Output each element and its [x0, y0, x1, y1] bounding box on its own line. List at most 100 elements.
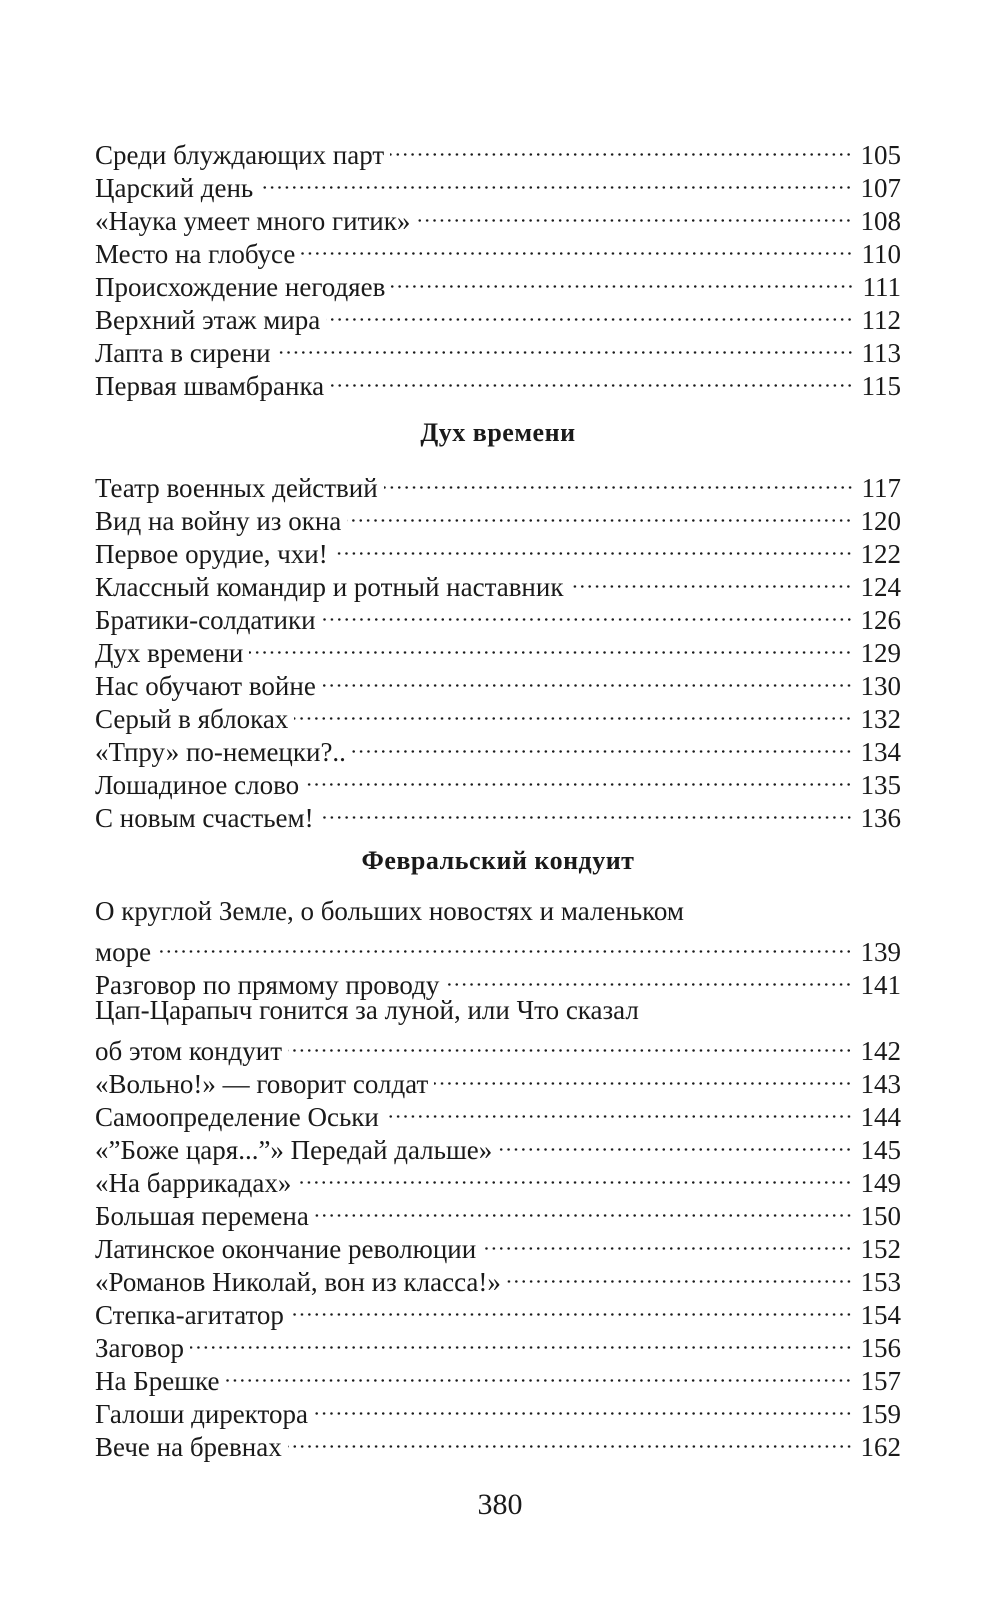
entry-title: Место на глобусе: [95, 239, 296, 269]
toc-entry[interactable]: О круглой Земле, о больших новостях и ма…: [95, 895, 901, 967]
entry-title: Лошадиное слово: [95, 770, 300, 800]
toc-entry[interactable]: Степка-агитатор 154: [95, 1291, 901, 1330]
dot-leader: [383, 464, 854, 497]
entry-page-number: 105: [860, 140, 902, 170]
entry-title: Первая швамбранка: [95, 371, 325, 401]
entry-page-number: 120: [860, 506, 902, 536]
dot-leader: [225, 1357, 853, 1390]
toc-entry[interactable]: Лошадиное слово 135: [95, 761, 901, 800]
entry-title: Серый в яблоках: [95, 704, 289, 734]
entry-page-number: 136: [860, 803, 902, 833]
dot-leader: [351, 728, 853, 761]
toc-entry[interactable]: Первое орудие, чхи! 122: [95, 530, 901, 569]
entry-title: Верхний этаж мира: [95, 305, 321, 335]
entry-title: Лапта в сирени: [95, 338, 271, 368]
entry-title: «Наука умеет много гитик»: [95, 206, 411, 236]
entry-page-number: 153: [860, 1267, 902, 1297]
toc-entry[interactable]: Латинское окончание революции 152: [95, 1225, 901, 1264]
toc-entry[interactable]: Заговор 156: [95, 1324, 901, 1363]
toc-entry[interactable]: Лапта в сирени 113: [95, 329, 901, 368]
dot-leader: [569, 563, 853, 596]
entry-page-number: 130: [860, 671, 902, 701]
entry-page-number: 143: [860, 1069, 902, 1099]
entry-page-number: 135: [860, 770, 902, 800]
toc-entry[interactable]: Самоопределение Оськи 144: [95, 1093, 901, 1132]
page-number: 380: [477, 1488, 523, 1521]
toc-entry[interactable]: Среди блуждающих парт 105: [95, 131, 901, 170]
dot-leader: [301, 230, 854, 263]
dot-leader: [416, 197, 853, 230]
entry-title: «Тпру» по-немецки?..: [95, 737, 346, 767]
toc-entry[interactable]: Происхождение негодяев 111: [95, 263, 901, 302]
dot-leader: [482, 1225, 853, 1258]
toc-entry[interactable]: Цап-Царапыч гонится за луной, или Что ск…: [95, 994, 901, 1066]
toc-entry[interactable]: Дух времени 129: [95, 629, 901, 668]
dot-leader: [319, 794, 853, 827]
entry-page-number: 110: [861, 239, 902, 269]
toc-entry[interactable]: «Романов Николай, вон из класса!» 153: [95, 1258, 901, 1297]
entry-title: «”Боже царя...”» Передай дальше»: [95, 1135, 493, 1165]
dot-leader: [276, 329, 854, 362]
entry-page-number: 113: [861, 338, 902, 368]
toc-entry[interactable]: Место на глобусе 110: [95, 230, 901, 269]
entry-title: Степка-агитатор: [95, 1300, 284, 1330]
toc-entry[interactable]: Вече на бревнах 162: [95, 1423, 901, 1462]
dot-leader: [321, 662, 853, 695]
entry-page-number: 111: [862, 272, 902, 302]
toc-entry[interactable]: Галоши директора 159: [95, 1390, 901, 1429]
entry-page-number: 124: [860, 572, 902, 602]
entry-page-number: 112: [861, 305, 902, 335]
entry-title: море: [95, 937, 152, 967]
toc-entry[interactable]: Царский день 107: [95, 164, 901, 203]
entry-page-number: 141: [860, 970, 902, 1000]
toc-entry[interactable]: Первая швамбранка 115: [95, 362, 901, 401]
dot-leader: [347, 497, 853, 530]
toc-entry[interactable]: Большая перемена 150: [95, 1192, 901, 1231]
toc-entry[interactable]: Разговор по прямому проводу 141: [95, 961, 901, 1000]
toc-entry[interactable]: Классный командир и ротный наставник 124: [95, 563, 901, 602]
toc-entry[interactable]: «Вольно!» — говорит солдат 143: [95, 1060, 901, 1099]
entry-title: Разговор по прямому проводу: [95, 970, 440, 1000]
toc-entry[interactable]: Верхний этаж мира 112: [95, 296, 901, 335]
entry-title: Большая перемена: [95, 1201, 309, 1231]
entry-page-number: 139: [860, 937, 902, 967]
toc-entry[interactable]: «”Боже царя...”» Передай дальше» 145: [95, 1126, 901, 1165]
entry-page-number: 129: [860, 638, 902, 668]
entry-title: «Романов Николай, вон из класса!»: [95, 1267, 501, 1297]
entry-page-number: 150: [860, 1201, 902, 1231]
dot-leader: [314, 1192, 853, 1225]
entry-title: Латинское окончание революции: [95, 1234, 477, 1264]
entry-title: Классный командир и ротный наставник: [95, 572, 564, 602]
dot-leader: [445, 961, 853, 994]
toc-entry[interactable]: «На баррикадах» 149: [95, 1159, 901, 1198]
entry-page-number: 132: [860, 704, 902, 734]
toc-entry[interactable]: С новым счастьем! 136: [95, 794, 901, 833]
entry-page-number: 117: [861, 473, 902, 503]
entry-page-number: 149: [860, 1168, 902, 1198]
entry-page-number: 156: [860, 1333, 902, 1363]
dot-leader: [289, 1291, 853, 1324]
toc-entry[interactable]: Вид на войну из окна 120: [95, 497, 901, 536]
entry-page-number: 145: [860, 1135, 902, 1165]
entry-title: «Вольно!» — говорит солдат: [95, 1069, 429, 1099]
entry-title: Самоопределение Оськи: [95, 1102, 379, 1132]
entry-title: Вид на войну из окна: [95, 506, 342, 536]
entry-page-number: 144: [860, 1102, 902, 1132]
toc-entry[interactable]: «Тпру» по-немецки?.. 134: [95, 728, 901, 767]
toc-entry[interactable]: Нас обучают войне 130: [95, 662, 901, 701]
toc-entry[interactable]: Театр военных действий 117: [95, 464, 901, 503]
dot-leader: [189, 1324, 853, 1357]
entry-page-number: 162: [860, 1432, 902, 1462]
dot-leader: [249, 629, 853, 662]
dot-leader: [330, 362, 854, 395]
entry-page-number: 126: [860, 605, 902, 635]
dot-leader: [294, 695, 853, 728]
toc-entry[interactable]: Серый в яблоках 132: [95, 695, 901, 734]
toc-entry[interactable]: На Брешке 157: [95, 1357, 901, 1396]
entry-page-number: 134: [860, 737, 902, 767]
toc-entry[interactable]: «Наука умеет много гитик» 108: [95, 197, 901, 236]
entry-title: Дух времени: [95, 638, 244, 668]
dot-leader: [288, 1027, 853, 1060]
toc-entry[interactable]: Братики-солдатики 126: [95, 596, 901, 635]
entry-title: Царский день: [95, 173, 254, 203]
